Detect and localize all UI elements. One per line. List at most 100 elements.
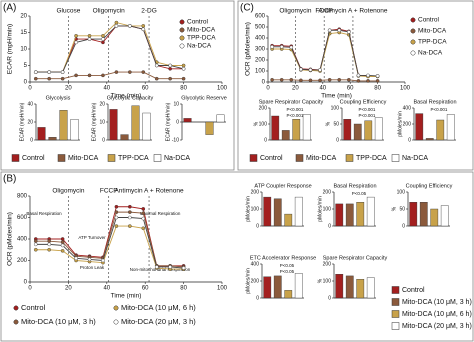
bar: [205, 121, 214, 135]
y-tick-label: 0: [256, 223, 259, 229]
legend-marker: [410, 39, 416, 45]
injection-label: FCCP: [315, 8, 333, 15]
chart-title: Glycolytic Capacity: [107, 95, 154, 101]
bar: [271, 115, 280, 141]
data-point: [74, 34, 78, 38]
chart-title: Spare Respirator Capacity: [323, 255, 388, 261]
legend-swatch: [391, 322, 400, 330]
data-point: [128, 204, 132, 209]
bar: [284, 213, 293, 227]
data-point: [181, 266, 186, 270]
data-point: [270, 45, 274, 49]
injection-label: Antimycin A + Rotenone: [114, 188, 184, 195]
y-tick-label: 0: [402, 223, 405, 229]
data-point: [33, 76, 38, 81]
bar: [294, 273, 303, 299]
y-tick-label: 20: [20, 14, 27, 20]
y-tick-label: 15: [20, 30, 27, 36]
x-tick-label: 100: [217, 286, 228, 292]
data-point: [318, 68, 322, 72]
x-tick-label: 40: [103, 286, 110, 292]
legend-label: Mito-DCA: [187, 27, 216, 34]
data-point: [33, 247, 38, 252]
legend-label: Control: [402, 287, 425, 294]
y-tick-label: 100: [331, 105, 340, 111]
bar: [216, 114, 225, 123]
bar: [409, 201, 418, 227]
data-point: [101, 258, 105, 263]
bar: [281, 130, 290, 141]
legend-label: Mito-DCA (20 μM, 3 h): [121, 317, 196, 326]
bar: [343, 118, 352, 141]
bar: [415, 113, 424, 141]
legend-marker: [410, 17, 416, 23]
bar: [292, 118, 301, 141]
y-tick-label: 800: [17, 194, 28, 200]
data-point: [168, 265, 172, 269]
data-point: [114, 210, 119, 214]
series-line: [35, 22, 184, 73]
legend-marker: [410, 28, 416, 34]
y-tick-label: 0: [256, 295, 259, 301]
y-tick-label: 0: [328, 223, 331, 229]
series-line: [272, 79, 378, 82]
chart-title: Coupling Efficiency: [340, 99, 387, 105]
bar: [419, 201, 428, 227]
y-axis-label: OCR (pMoles/min): [245, 22, 252, 76]
legend-swatch: [295, 154, 304, 162]
legend-swatch: [391, 154, 400, 162]
legend-label: TPP-DCA: [118, 155, 149, 162]
x-tick-label: 60: [347, 86, 354, 92]
region-label: Maximal Respiration: [140, 211, 181, 216]
data-point: [327, 28, 332, 33]
chart-title: Basal Respiration: [413, 99, 456, 105]
y-tick-label: 10: [99, 119, 105, 125]
y-axis-label: %: [325, 121, 331, 126]
chart-title: Spare Respirator Capacity: [259, 99, 324, 105]
y-axis-label: pMoles/min: [397, 111, 403, 137]
data-point: [289, 78, 294, 82]
data-point: [74, 73, 78, 78]
bar: [48, 137, 57, 141]
legend-marker: [179, 19, 185, 25]
legend-label: Mito-DCA (10 μM, 6 h): [121, 303, 196, 312]
x-axis-label: Time (min): [321, 93, 352, 100]
data-point: [128, 215, 132, 220]
data-point: [47, 70, 52, 74]
data-point: [114, 215, 119, 220]
y-tick-label: 200: [251, 278, 260, 284]
y-tick-label: 200: [323, 189, 332, 195]
data-point: [327, 78, 332, 82]
chart-title: Basal Respiration: [333, 183, 376, 189]
y-tick-label: 200: [323, 261, 332, 267]
bar: [425, 138, 434, 141]
y-tick-label: 500: [255, 25, 266, 31]
x-tick-label: 80: [180, 86, 187, 92]
data-point: [47, 239, 52, 243]
y-axis-label: OCR (pMoles/min): [7, 212, 14, 266]
y-tick-label: 200: [251, 189, 260, 195]
y-tick-label: 600: [255, 14, 266, 20]
data-point: [101, 73, 105, 78]
data-point: [154, 76, 159, 81]
y-tick-label: 0: [24, 280, 28, 286]
bar: [273, 198, 282, 227]
data-point: [87, 34, 92, 38]
y-tick-label: 100: [397, 189, 406, 195]
data-point: [60, 240, 65, 245]
bar: [345, 275, 354, 299]
y-tick-label: 0: [24, 80, 28, 86]
data-point: [181, 67, 186, 71]
legend-marker: [13, 305, 19, 311]
x-tick-label: 20: [65, 286, 72, 292]
bar: [273, 275, 282, 299]
legend-marker: [179, 27, 185, 33]
data-point: [168, 63, 172, 68]
y-tick-label: 400: [251, 261, 260, 267]
x-tick-label: 60: [142, 86, 149, 92]
data-point: [168, 67, 172, 71]
x-tick-label: 40: [319, 86, 326, 92]
data-point: [347, 30, 351, 34]
bar: [446, 114, 455, 141]
